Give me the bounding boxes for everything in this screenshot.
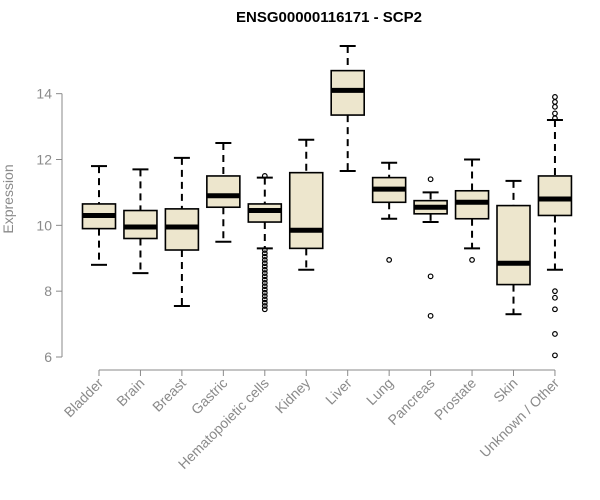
box-8 <box>413 176 448 319</box>
box-10 <box>496 179 531 316</box>
outlier-point <box>261 273 268 280</box>
box-4 <box>247 173 283 313</box>
outlier-point <box>261 280 268 286</box>
outlier-point <box>261 263 268 270</box>
box-6 <box>330 44 366 173</box>
x-tick-label: Liver <box>322 375 355 408</box>
box-5 <box>288 138 324 271</box>
outlier-point <box>261 256 268 263</box>
outlier-point <box>261 173 268 179</box>
outlier-point <box>469 256 475 263</box>
y-tick-label: 10 <box>36 217 52 233</box>
outlier-point <box>261 250 268 257</box>
box-9 <box>454 158 490 263</box>
box-0 <box>81 165 117 266</box>
outlier-point <box>261 299 268 306</box>
outlier-point <box>261 276 268 283</box>
box-1 <box>123 168 158 275</box>
y-tick-label: 12 <box>36 152 52 168</box>
y-tick-label: 8 <box>44 283 52 299</box>
outlier-point <box>552 103 558 110</box>
outlier-point <box>427 176 434 183</box>
outlier-point <box>261 303 268 309</box>
x-tick-label: Kidney <box>272 375 314 417</box>
y-tick-label: 14 <box>36 86 52 102</box>
outlier-point <box>261 253 268 260</box>
outlier-point <box>552 98 558 105</box>
x-tick-label: Skin <box>490 375 521 406</box>
x-tick-label: Breast <box>149 375 189 415</box>
y-axis-label: Expression <box>0 164 16 233</box>
chart-title: ENSG00000116171 - SCP2 <box>236 9 422 26</box>
outlier-point <box>261 306 268 313</box>
iqr-box <box>496 204 531 286</box>
outlier-point <box>552 306 558 313</box>
outlier-point <box>552 294 558 301</box>
outlier-point <box>552 352 558 359</box>
outlier-point <box>261 283 268 290</box>
outlier-point <box>427 273 434 280</box>
outlier-point <box>261 247 268 253</box>
outlier-point <box>261 270 268 276</box>
iqr-box <box>288 171 324 250</box>
outlier-point <box>386 256 393 263</box>
iqr-box <box>206 175 241 209</box>
box-7 <box>371 161 407 263</box>
boxes-group <box>81 44 573 359</box>
x-tick-label: Lung <box>363 375 396 408</box>
box-2 <box>164 156 200 307</box>
outlier-point <box>427 312 434 319</box>
outlier-point <box>552 94 558 100</box>
outlier-point <box>261 296 268 303</box>
outlier-point <box>552 331 558 337</box>
outlier-point <box>261 289 268 296</box>
x-tick-label: Brain <box>113 375 147 409</box>
x-tick-label: Prostate <box>431 375 479 423</box>
outlier-point <box>261 260 268 267</box>
outlier-point <box>552 288 558 295</box>
iqr-box <box>537 175 573 217</box>
box-3 <box>206 142 241 243</box>
x-tick-label: Bladder <box>61 375 107 421</box>
y-tick-label: 6 <box>44 349 52 365</box>
y-axis: 6 8 10 12 14 <box>36 86 63 365</box>
x-tick-label: Unknown / Other <box>476 375 562 461</box>
outlier-point <box>261 266 268 273</box>
box-11 <box>537 94 573 359</box>
outlier-point <box>261 293 268 300</box>
outlier-point <box>552 110 558 117</box>
outlier-point <box>552 115 558 122</box>
outlier-point <box>261 286 268 293</box>
